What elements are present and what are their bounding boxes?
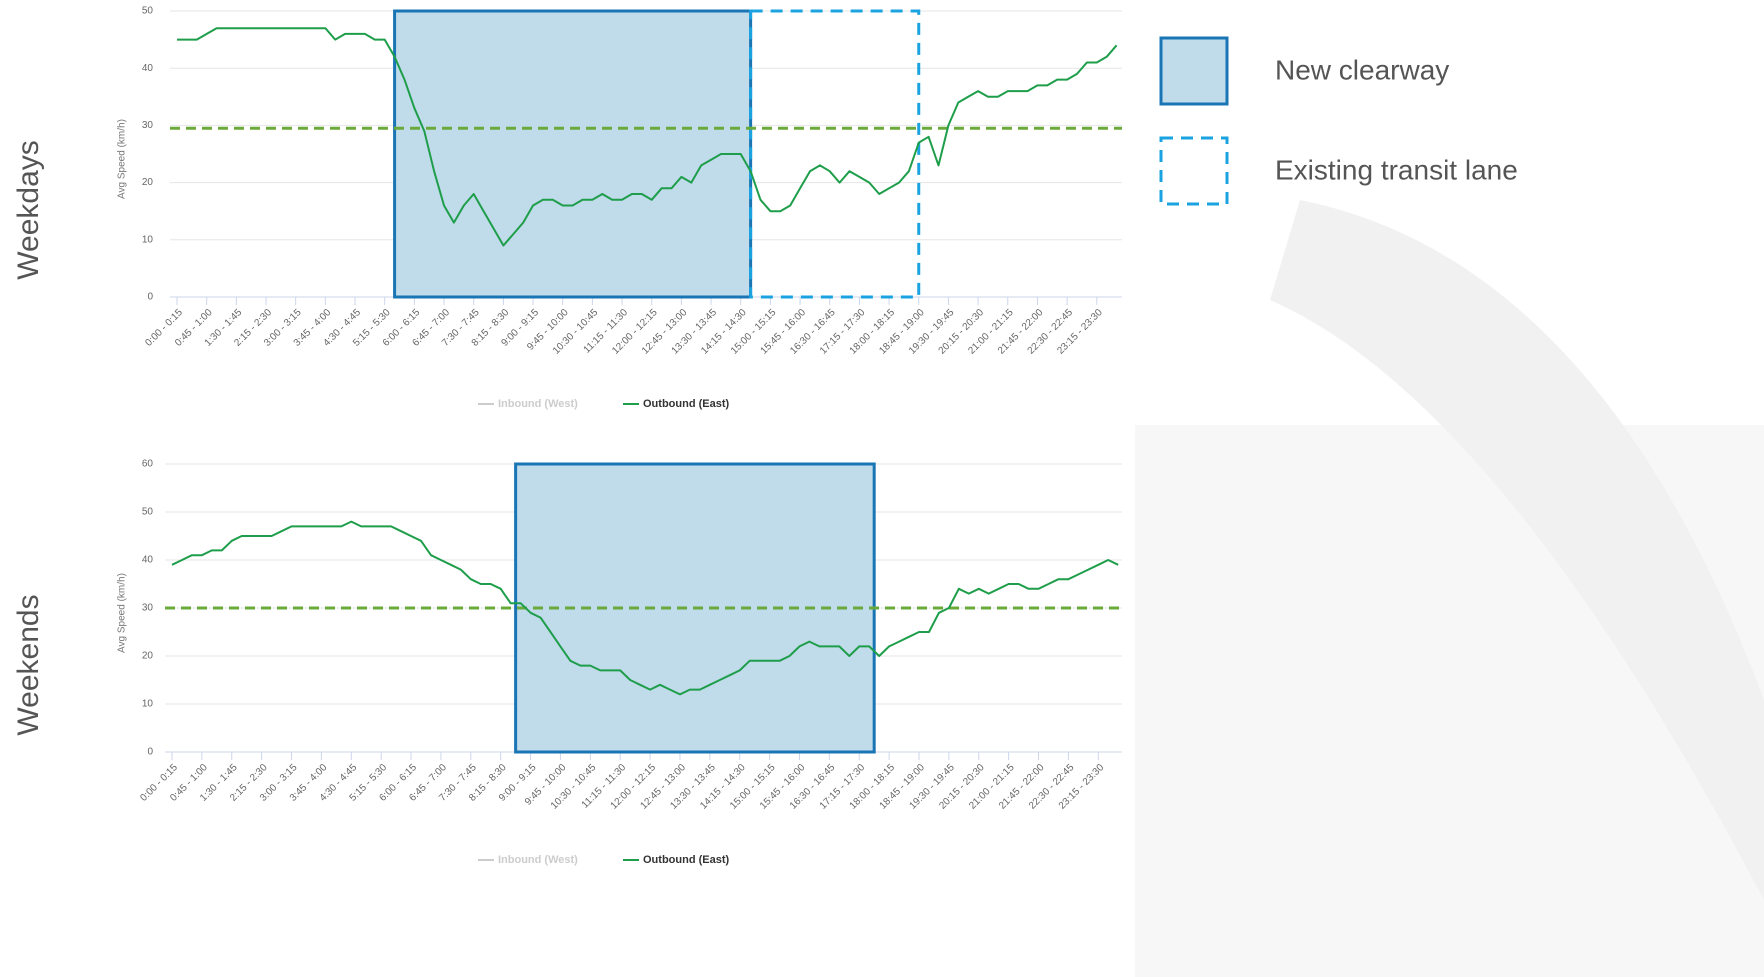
band-legend-label: Existing transit lane — [1275, 154, 1518, 185]
chart-title: Weekends — [12, 594, 45, 735]
legend-label[interactable]: Outbound (East) — [643, 854, 729, 866]
y-axis-title: Avg Speed (km/h) — [117, 119, 128, 199]
y-tick-label: 40 — [142, 63, 154, 74]
legend-label[interactable]: Inbound (West) — [498, 854, 578, 866]
y-tick-label: 30 — [142, 603, 154, 614]
y-tick-label: 0 — [147, 292, 153, 303]
band — [395, 11, 751, 297]
band-legend-label: New clearway — [1275, 54, 1449, 85]
page: WeekdaysAvg Speed (km/h)010203040500:00 … — [0, 0, 1764, 977]
legend-label[interactable]: Inbound (West) — [498, 398, 578, 410]
y-tick-label: 20 — [142, 651, 154, 662]
chart-title: Weekdays — [12, 140, 45, 280]
y-tick-label: 10 — [142, 234, 154, 245]
y-axis-title: Avg Speed (km/h) — [117, 573, 128, 653]
y-tick-label: 10 — [142, 699, 154, 710]
y-tick-label: 50 — [142, 6, 154, 17]
y-tick-label: 0 — [147, 747, 153, 758]
band-legend-swatch — [1161, 138, 1227, 204]
band — [751, 11, 919, 297]
y-tick-label: 60 — [142, 459, 154, 470]
band-legend-swatch — [1161, 38, 1227, 104]
legend-label[interactable]: Outbound (East) — [643, 398, 729, 410]
y-tick-label: 50 — [142, 507, 154, 518]
y-tick-label: 20 — [142, 177, 154, 188]
y-tick-label: 30 — [142, 120, 154, 131]
y-tick-label: 40 — [142, 555, 154, 566]
